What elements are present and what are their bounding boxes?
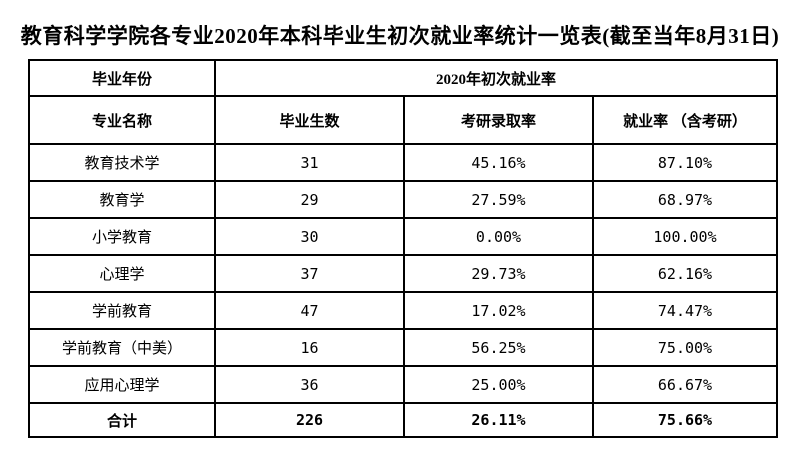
table-row: 应用心理学 36 25.00% 66.67%	[28, 365, 778, 404]
kaoyan-rate-cell: 29.73%	[403, 254, 594, 293]
table-row: 学前教育 47 17.02% 74.47%	[28, 291, 778, 330]
major-name-cell: 学前教育	[28, 291, 216, 330]
table-row: 学前教育（中美） 16 56.25% 75.00%	[28, 328, 778, 367]
graduate-count-cell: 31	[214, 143, 405, 182]
graduate-count-cell: 30	[214, 217, 405, 256]
page-title: 教育科学学院各专业2020年本科毕业生初次就业率统计一览表(截至当年8月31日)	[20, 24, 780, 48]
employment-rate-cell: 100.00%	[592, 217, 778, 256]
graduate-count-cell: 16	[214, 328, 405, 367]
graduate-count-cell: 29	[214, 180, 405, 219]
total-label-cell: 合计	[28, 402, 216, 438]
kaoyan-rate-cell: 0.00%	[403, 217, 594, 256]
table-row: 心理学 37 29.73% 62.16%	[28, 254, 778, 293]
header-cell-major-name: 专业名称	[28, 95, 216, 145]
header-cell-kaoyan-rate: 考研录取率	[403, 95, 594, 145]
header-row-columns: 专业名称 毕业生数 考研录取率 就业率 （含考研）	[28, 95, 778, 145]
table-row: 教育学 29 27.59% 68.97%	[28, 180, 778, 219]
major-name-cell: 小学教育	[28, 217, 216, 256]
table-row: 小学教育 30 0.00% 100.00%	[28, 217, 778, 256]
graduate-count-cell: 37	[214, 254, 405, 293]
employment-rate-cell: 66.67%	[592, 365, 778, 404]
table-row: 教育技术学 31 45.16% 87.10%	[28, 143, 778, 182]
kaoyan-rate-cell: 25.00%	[403, 365, 594, 404]
header-cell-employment-rate: 就业率 （含考研）	[592, 95, 778, 145]
graduate-count-cell: 47	[214, 291, 405, 330]
kaoyan-rate-cell: 17.02%	[403, 291, 594, 330]
total-kaoyan-rate-cell: 26.11%	[403, 402, 594, 438]
major-name-cell: 应用心理学	[28, 365, 216, 404]
major-name-cell: 教育技术学	[28, 143, 216, 182]
total-row: 合计 226 26.11% 75.66%	[28, 402, 778, 438]
header-row-year: 毕业年份 2020年初次就业率	[28, 59, 778, 97]
employment-rate-cell: 74.47%	[592, 291, 778, 330]
kaoyan-rate-cell: 45.16%	[403, 143, 594, 182]
major-name-cell: 教育学	[28, 180, 216, 219]
employment-rate-cell: 68.97%	[592, 180, 778, 219]
header-cell-2020-initial-employment: 2020年初次就业率	[214, 59, 778, 97]
total-employment-rate-cell: 75.66%	[592, 402, 778, 438]
total-graduate-count-cell: 226	[214, 402, 405, 438]
employment-rate-cell: 75.00%	[592, 328, 778, 367]
employment-rate-cell: 62.16%	[592, 254, 778, 293]
kaoyan-rate-cell: 56.25%	[403, 328, 594, 367]
employment-rate-cell: 87.10%	[592, 143, 778, 182]
major-name-cell: 心理学	[28, 254, 216, 293]
header-cell-graduation-year: 毕业年份	[28, 59, 216, 97]
header-cell-graduate-count: 毕业生数	[214, 95, 405, 145]
employment-stats-table: 毕业年份 2020年初次就业率 专业名称 毕业生数 考研录取率 就业率 （含考研…	[28, 59, 778, 438]
major-name-cell: 学前教育（中美）	[28, 328, 216, 367]
graduate-count-cell: 36	[214, 365, 405, 404]
kaoyan-rate-cell: 27.59%	[403, 180, 594, 219]
